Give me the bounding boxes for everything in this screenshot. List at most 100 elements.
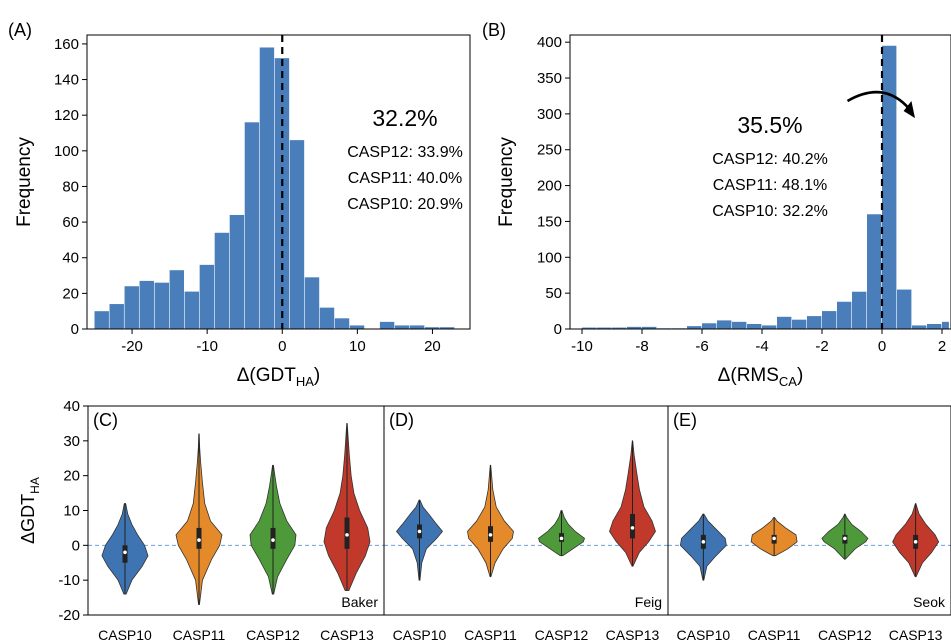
x-axis-label: Δ(GDTHA) — [237, 365, 321, 389]
group-name-label: Seok — [913, 594, 946, 610]
histogram-bar — [259, 47, 275, 330]
histogram-bar — [867, 214, 882, 329]
histogram-bar — [822, 311, 837, 329]
histogram-bar — [627, 326, 642, 329]
x-tick-label: 20 — [424, 338, 441, 355]
x-axis-label-subscript: CA — [779, 374, 797, 389]
histogram-bar — [409, 325, 425, 329]
violin-median-dot — [701, 540, 706, 544]
histogram-bar — [942, 321, 949, 329]
annotation-casp-percent: CASP10: 20.9% — [347, 196, 463, 213]
violin-y-axis-label: ΔGDTHA — [18, 477, 42, 544]
violin-median-dot — [123, 550, 127, 555]
annotation-casp-percent: CASP12: 33.9% — [347, 144, 463, 161]
violin-median-dot — [913, 540, 918, 544]
histogram-bar — [289, 140, 305, 329]
histogram-bar — [349, 325, 365, 329]
violin-y-axis-label-main: ΔGDT — [18, 494, 38, 544]
y-tick-label: 20 — [63, 468, 80, 485]
histogram-bar — [199, 264, 215, 329]
y-tick-label: 30 — [63, 433, 80, 450]
histogram-bar — [882, 45, 897, 329]
x-tick-label: 0 — [878, 338, 886, 355]
x-tick-label: -6 — [695, 338, 708, 355]
y-tick-label: 0 — [72, 537, 80, 554]
y-tick-label: 50 — [545, 285, 562, 302]
histogram-bar — [169, 270, 185, 329]
annotation-casp-percent: CASP10: 32.2% — [712, 203, 828, 220]
violin-panel-label: (E) — [673, 410, 697, 430]
y-tick-label: 60 — [62, 214, 79, 231]
x-category-label: CASP10 — [98, 627, 152, 643]
x-axis-label-close: ) — [797, 365, 803, 386]
histogram-bar — [927, 323, 942, 329]
y-tick-label: 400 — [537, 34, 562, 51]
violin-median-dot — [559, 536, 564, 541]
y-tick-label: 120 — [54, 107, 79, 124]
x-category-label: CASP13 — [889, 627, 943, 643]
violin-panel: CASP10 CASP11 CASP12 CASP13 (E) Seok — [667, 405, 951, 643]
histogram-bar — [717, 320, 732, 329]
x-tick-label: 10 — [349, 338, 366, 355]
histogram-bar — [747, 323, 762, 329]
y-tick-label: 140 — [54, 72, 79, 89]
x-tick-label: 0 — [278, 338, 286, 355]
histogram-bar — [139, 280, 154, 329]
y-tick-label: 0 — [71, 321, 79, 338]
panel-a-histogram: (A) -20 -10 0 10 20 0 20 40 60 80 100 120 140 160 Freq… — [8, 20, 471, 389]
panel-b-label: (B) — [482, 20, 506, 40]
x-category-label: CASP10 — [393, 627, 447, 643]
histogram-bar — [394, 325, 410, 329]
y-tick-label: 0 — [554, 321, 562, 338]
histogram-bar — [154, 282, 170, 329]
y-tick-label: 200 — [537, 178, 562, 195]
violin-median-dot — [271, 538, 275, 542]
histogram-bar — [762, 325, 777, 329]
annotation-casp-percent: CASP11: 40.0% — [348, 170, 462, 187]
x-category-label: CASP12 — [535, 627, 589, 643]
annotation-casp-percent: CASP11: 48.1% — [713, 177, 827, 194]
y-tick-label: 10 — [63, 503, 80, 520]
group-name-label: Feig — [635, 594, 662, 610]
violin-plot-frame — [667, 405, 951, 616]
histogram-bar — [582, 327, 597, 329]
x-tick-label: -10 — [571, 338, 593, 355]
histogram-bar — [184, 291, 200, 329]
y-axis-label: Frequency — [14, 137, 35, 227]
histogram-bar — [777, 316, 792, 329]
histogram-bar — [612, 327, 627, 329]
histogram-bar — [807, 316, 822, 329]
x-category-label: CASP11 — [748, 627, 801, 643]
curved-arrow — [846, 90, 912, 112]
y-axis-label: Frequency — [496, 137, 517, 227]
y-tick-label: 150 — [537, 213, 562, 230]
violin-median-dot — [197, 538, 201, 542]
x-category-label: CASP12 — [818, 627, 872, 643]
histogram-bar — [837, 301, 852, 329]
violin-median-dot — [345, 533, 349, 537]
curved-arrow-head — [903, 100, 915, 119]
x-category-label: CASP13 — [606, 627, 660, 643]
violin-y-axis-label-subscript: HA — [28, 477, 42, 494]
y-tick-label: 160 — [54, 36, 79, 53]
histogram-bar — [334, 318, 350, 329]
plot-frame — [86, 34, 471, 330]
y-tick-label: 100 — [54, 143, 79, 160]
x-category-label: CASP11 — [464, 627, 517, 643]
histogram-bar — [687, 326, 702, 329]
y-tick-label: 80 — [62, 178, 79, 195]
histogram-bar — [642, 326, 657, 329]
panel-a-label: (A) — [8, 20, 32, 40]
x-tick-label: -20 — [121, 338, 143, 355]
y-tick-label: 250 — [537, 142, 562, 159]
plot-frame — [569, 34, 951, 330]
violin-median-dot — [630, 526, 635, 530]
y-tick-label: 20 — [62, 285, 79, 302]
x-tick-label: 2 — [938, 338, 946, 355]
histogram-bar — [109, 304, 124, 329]
y-tick-label: 350 — [537, 70, 562, 87]
violin-median-dot — [417, 529, 422, 534]
y-tick-label: 300 — [537, 106, 562, 123]
group-name-label: Baker — [341, 594, 378, 610]
